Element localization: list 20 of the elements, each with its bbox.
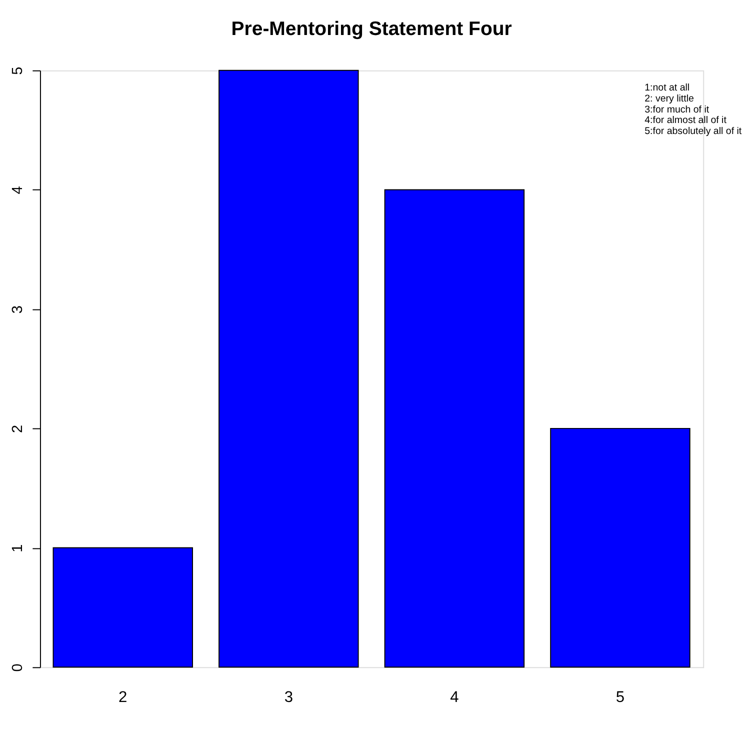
annotation: 2: very little [644, 93, 694, 104]
y-tick-label: 5 [10, 66, 26, 75]
bar [218, 70, 359, 668]
annotation: 3:for much of it [644, 104, 710, 116]
chart-title: Pre-Mentoring Statement Four [231, 18, 512, 40]
annotation: 5:for absolutely all of it [644, 126, 742, 138]
bar [550, 428, 690, 668]
y-tick-label: 1 [10, 544, 26, 552]
x-tick-label: 2 [118, 688, 128, 706]
x-tick-label: 4 [450, 688, 460, 706]
annotation: 4:for almost all of it [644, 115, 727, 126]
y-tick-label: 4 [10, 186, 26, 194]
x-tick-label: 5 [616, 688, 625, 706]
y-tick-label: 0 [10, 664, 26, 672]
bar [384, 189, 525, 668]
x-tick-label: 3 [284, 688, 293, 706]
annotation: 1:not at all [644, 82, 690, 94]
y-tick-label: 3 [10, 305, 26, 314]
bar [52, 547, 193, 668]
y-tick-label: 2 [10, 424, 26, 433]
